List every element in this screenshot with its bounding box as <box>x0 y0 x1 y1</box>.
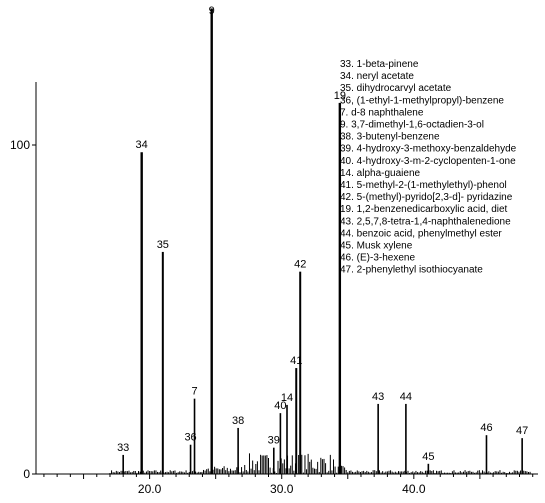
legend-entry: 14. alpha-guaiene <box>340 168 421 179</box>
peak-bar-14 <box>286 404 288 474</box>
legend-entry: 44. benzoic acid, phenylmethyl ester <box>340 228 502 239</box>
peak-label-7: 7 <box>191 386 197 398</box>
peak-label-33: 33 <box>117 442 129 454</box>
peak-bar-39 <box>272 447 275 474</box>
legend-entry: 39. 4-hydroxy-3-methoxy-benzaldehyde <box>340 144 517 155</box>
peak-label-42: 42 <box>294 259 306 271</box>
legend-entry: 33. 1-beta-pinene <box>340 59 419 70</box>
peak-label-38: 38 <box>232 415 244 427</box>
legend-entry: 42. 5-(methyl)-pyrido[2,3-d]- pyridazine <box>340 192 513 203</box>
peak-label-47: 47 <box>516 425 528 437</box>
peak-label-39: 39 <box>268 435 280 447</box>
legend-entry: 34. neryl acetate <box>340 71 414 82</box>
peak-bar-46 <box>485 435 488 474</box>
peak-label-40: 40 <box>274 400 286 412</box>
peak-bar-38 <box>237 427 239 474</box>
peak-bar-40 <box>279 413 282 474</box>
peak-bar-45 <box>427 463 430 474</box>
axes: 0 100 20.0 30.0 40.0 <box>10 82 538 496</box>
legend-entry: 19. 1,2-benzenedicarboxylic acid, diet <box>340 204 508 215</box>
peak-bar-44 <box>405 403 407 474</box>
peak-bars <box>122 8 523 475</box>
peak-label-45: 45 <box>422 451 434 463</box>
peak-bar-9 <box>210 8 213 475</box>
legend-entry: 47. 2-phenylethyl isothiocyanate <box>340 265 483 276</box>
peak-bar-41 <box>295 368 298 474</box>
peak-bar-35 <box>161 251 164 474</box>
y-tick-label: 100 <box>10 138 30 152</box>
legend-entry: 38. 3-butenyl-benzene <box>340 132 440 143</box>
x-tick-label: 20.0 <box>138 482 162 496</box>
peak-bar-7 <box>193 398 196 474</box>
legend-entry: 41. 5-methyl-2-(1-methylethyl)-phenol <box>340 180 507 191</box>
peak-label-14: 14 <box>281 392 293 404</box>
peak-label-34: 34 <box>136 139 148 151</box>
peak-label-9: 9 <box>209 5 215 17</box>
x-tick-label: 40.0 <box>402 482 426 496</box>
peak-bar-47 <box>521 438 523 474</box>
baseline-noise <box>109 453 531 474</box>
peak-label-43: 43 <box>372 391 384 403</box>
peak-label-35: 35 <box>157 239 169 251</box>
peak-label-19: 19 <box>334 90 346 102</box>
peak-label-41: 41 <box>290 355 302 367</box>
peak-label-46: 46 <box>480 422 492 434</box>
legend-entry: 40. 4-hydroxy-3-m-2-cyclopenten-1-one <box>340 156 516 167</box>
legend-entry: 46. (E)-3-hexene <box>340 253 415 264</box>
y-tick-label: 0 <box>23 467 30 481</box>
peak-label-36: 36 <box>184 432 196 444</box>
peak-bar-33 <box>122 454 124 474</box>
peak-bar-42 <box>299 271 302 474</box>
peak-bar-19 <box>338 102 342 474</box>
peak-bar-36 <box>189 444 192 474</box>
legend-entry: 35. dihydrocarvyl acetate <box>340 83 452 94</box>
peak-bar-43 <box>377 403 379 474</box>
legend-entry: 43. 2,5,7,8-tetra-1,4-naphthalenedione <box>340 216 511 227</box>
peak-label-44: 44 <box>400 391 412 403</box>
legend-entry: 7. d-8 naphthalene <box>340 107 424 118</box>
peak-bar-34 <box>140 152 143 474</box>
legend-entry: 9. 3,7-dimethyl-1,6-octadien-3-ol <box>340 120 484 131</box>
x-tick-label: 30.0 <box>270 482 294 496</box>
legend-entry: 36, (1-ethyl-1-methylpropyl)-benzene <box>340 95 504 106</box>
legend-entry: 45. Musk xylene <box>340 241 413 252</box>
